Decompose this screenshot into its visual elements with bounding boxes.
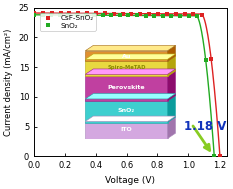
CsF-SnO₂ [210,57,212,60]
SnO₂ [41,14,44,16]
CsF-SnO₂ [59,12,62,14]
SnO₂ [50,14,53,16]
CsF-SnO₂ [77,12,80,14]
CsF-SnO₂ [165,13,168,15]
CsF-SnO₂ [130,12,133,15]
SnO₂ [136,14,138,17]
Text: 1.18 V: 1.18 V [184,120,226,133]
Y-axis label: Current density (mA/cm²): Current density (mA/cm²) [4,28,13,136]
CsF-SnO₂ [103,12,106,15]
SnO₂ [110,14,113,16]
CsF-SnO₂ [50,12,53,14]
SnO₂ [67,14,70,16]
CsF-SnO₂ [201,14,204,16]
SnO₂ [204,59,207,61]
Line: CsF-SnO₂: CsF-SnO₂ [32,11,222,158]
SnO₂ [144,14,147,17]
CsF-SnO₂ [139,12,142,15]
CsF-SnO₂ [192,13,195,15]
SnO₂ [196,15,199,18]
CsF-SnO₂ [112,12,115,15]
SnO₂ [119,14,121,16]
SnO₂ [84,14,87,16]
CsF-SnO₂ [86,12,89,15]
SnO₂ [127,14,130,16]
CsF-SnO₂ [219,155,221,158]
CsF-SnO₂ [174,13,177,15]
CsF-SnO₂ [183,13,186,15]
CsF-SnO₂ [33,12,35,14]
CsF-SnO₂ [148,13,151,15]
SnO₂ [93,14,96,16]
CsF-SnO₂ [68,12,71,14]
SnO₂ [187,15,190,17]
SnO₂ [170,15,173,17]
CsF-SnO₂ [41,12,44,14]
Legend: CsF-SnO₂, SnO₂: CsF-SnO₂, SnO₂ [40,13,96,31]
SnO₂ [101,14,104,16]
Line: SnO₂: SnO₂ [32,13,216,158]
SnO₂ [33,14,35,16]
SnO₂ [178,15,181,17]
CsF-SnO₂ [121,12,124,15]
SnO₂ [153,14,156,17]
X-axis label: Voltage (V): Voltage (V) [106,176,155,185]
SnO₂ [161,15,164,17]
CsF-SnO₂ [157,13,159,15]
SnO₂ [213,155,216,158]
CsF-SnO₂ [95,12,97,15]
SnO₂ [75,14,78,16]
SnO₂ [58,14,61,16]
